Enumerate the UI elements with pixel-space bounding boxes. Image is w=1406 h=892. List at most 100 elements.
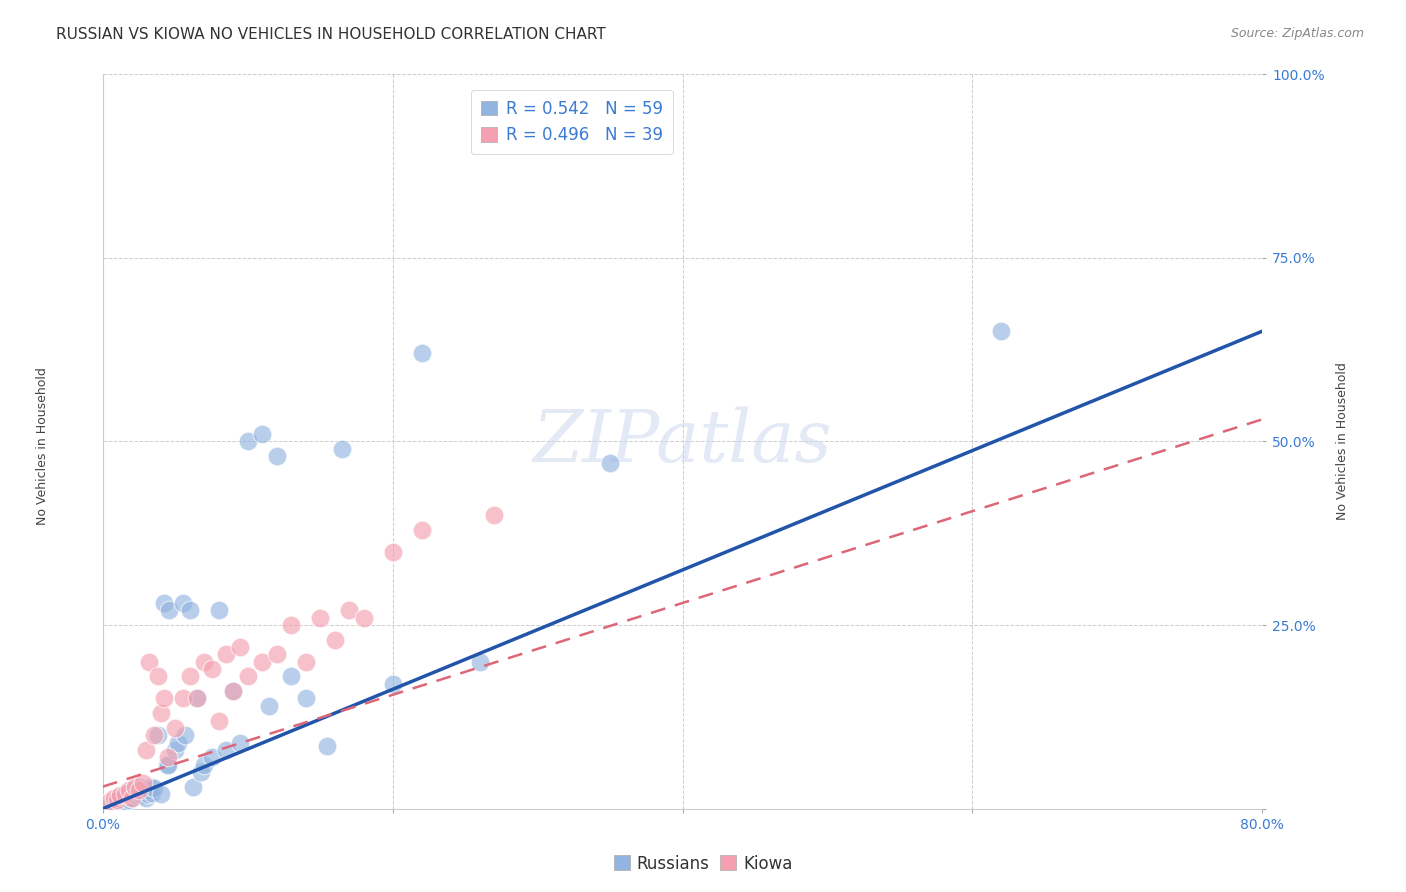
Point bbox=[152, 691, 174, 706]
Point bbox=[259, 698, 281, 713]
Point bbox=[159, 603, 181, 617]
Point bbox=[124, 780, 146, 794]
Point bbox=[229, 735, 252, 749]
Point bbox=[280, 618, 302, 632]
Point bbox=[236, 669, 259, 683]
Point bbox=[167, 735, 190, 749]
Point bbox=[138, 783, 160, 797]
Point bbox=[142, 781, 165, 796]
Point bbox=[136, 787, 159, 801]
Point bbox=[482, 508, 505, 522]
Point bbox=[139, 780, 162, 794]
Point bbox=[172, 596, 194, 610]
Point bbox=[135, 743, 157, 757]
Text: RUSSIAN VS KIOWA NO VEHICLES IN HOUSEHOLD CORRELATION CHART: RUSSIAN VS KIOWA NO VEHICLES IN HOUSEHOL… bbox=[56, 27, 606, 42]
Point bbox=[146, 728, 169, 742]
Point bbox=[131, 789, 153, 803]
Point bbox=[411, 346, 433, 360]
Legend: Russians, Kiowa: Russians, Kiowa bbox=[607, 848, 799, 880]
Point bbox=[129, 780, 152, 794]
Point bbox=[200, 662, 222, 676]
Point bbox=[186, 691, 208, 706]
Point bbox=[208, 714, 231, 728]
Legend: R = 0.542   N = 59, R = 0.496   N = 39: R = 0.542 N = 59, R = 0.496 N = 39 bbox=[471, 90, 672, 154]
Point bbox=[990, 324, 1012, 338]
Point bbox=[98, 794, 121, 808]
Point bbox=[114, 787, 136, 801]
Point bbox=[179, 669, 201, 683]
Point bbox=[179, 603, 201, 617]
Point bbox=[103, 790, 125, 805]
Point bbox=[128, 783, 150, 797]
Point bbox=[190, 764, 212, 779]
Point bbox=[411, 523, 433, 537]
Point bbox=[252, 655, 274, 669]
Point bbox=[165, 721, 187, 735]
Point bbox=[599, 456, 621, 470]
Point bbox=[236, 434, 259, 449]
Point bbox=[181, 780, 204, 794]
Text: ZIPatlas: ZIPatlas bbox=[533, 406, 832, 476]
Point bbox=[266, 648, 288, 662]
Point bbox=[152, 596, 174, 610]
Point bbox=[132, 783, 155, 797]
Point bbox=[193, 757, 215, 772]
Point bbox=[105, 793, 128, 807]
Point bbox=[222, 684, 245, 698]
Point bbox=[118, 783, 141, 797]
Point bbox=[111, 793, 134, 807]
Point bbox=[132, 776, 155, 790]
Point bbox=[468, 655, 491, 669]
Point bbox=[172, 691, 194, 706]
Point bbox=[149, 706, 172, 721]
Point bbox=[215, 743, 238, 757]
Point bbox=[157, 757, 180, 772]
Point bbox=[122, 787, 145, 801]
Point bbox=[149, 787, 172, 801]
Point bbox=[141, 785, 163, 799]
Point bbox=[381, 544, 404, 558]
Point bbox=[215, 648, 238, 662]
Point bbox=[353, 610, 375, 624]
Point bbox=[252, 427, 274, 442]
Text: Source: ZipAtlas.com: Source: ZipAtlas.com bbox=[1230, 27, 1364, 40]
Point bbox=[309, 610, 332, 624]
Point bbox=[229, 640, 252, 654]
Point bbox=[266, 449, 288, 463]
Point bbox=[208, 603, 231, 617]
Point bbox=[105, 790, 128, 805]
Point bbox=[114, 794, 136, 808]
Point bbox=[157, 750, 180, 764]
Point bbox=[127, 785, 149, 799]
Point bbox=[165, 743, 187, 757]
Point bbox=[118, 793, 141, 807]
Point bbox=[155, 757, 177, 772]
Point bbox=[98, 797, 121, 812]
Point bbox=[174, 728, 197, 742]
Point bbox=[146, 669, 169, 683]
Point bbox=[316, 739, 339, 754]
Point bbox=[294, 691, 316, 706]
Point bbox=[381, 677, 404, 691]
Point bbox=[108, 796, 131, 810]
Point bbox=[1033, 53, 1056, 67]
Point bbox=[128, 783, 150, 797]
Point bbox=[142, 728, 165, 742]
Point bbox=[115, 787, 138, 801]
Point bbox=[114, 790, 136, 805]
Point bbox=[138, 655, 160, 669]
Point bbox=[124, 783, 146, 797]
Y-axis label: No Vehicles in Household: No Vehicles in Household bbox=[1336, 362, 1348, 520]
Point bbox=[121, 790, 143, 805]
Point bbox=[323, 632, 346, 647]
Point bbox=[186, 691, 208, 706]
Point bbox=[330, 442, 353, 456]
Point bbox=[125, 789, 148, 803]
Point bbox=[222, 684, 245, 698]
Point bbox=[120, 789, 142, 803]
Point bbox=[108, 789, 131, 803]
Point bbox=[337, 603, 360, 617]
Point bbox=[200, 750, 222, 764]
Text: No Vehicles in Household: No Vehicles in Household bbox=[35, 368, 49, 524]
Point bbox=[135, 790, 157, 805]
